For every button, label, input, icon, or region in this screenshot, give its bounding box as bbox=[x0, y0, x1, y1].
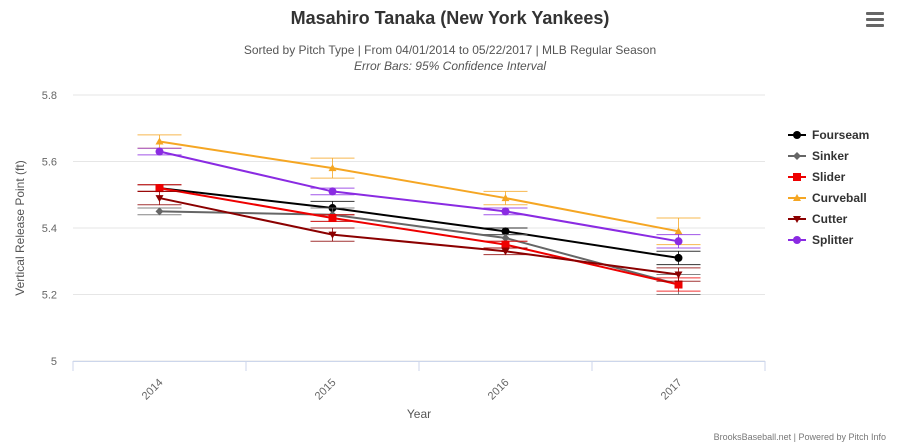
series-line-fourseam bbox=[159, 187, 679, 259]
legend-item-curveball[interactable]: Curveball bbox=[812, 191, 867, 205]
data-point-curveball bbox=[674, 227, 683, 235]
data-point-slider bbox=[674, 280, 683, 289]
data-point-cutter bbox=[155, 195, 164, 203]
series-line-slider bbox=[159, 187, 679, 286]
data-point-curveball bbox=[328, 164, 337, 172]
legend-marker bbox=[793, 236, 801, 244]
data-point-splitter bbox=[328, 187, 337, 196]
legend-marker bbox=[793, 131, 801, 139]
series-line-sinker bbox=[159, 210, 679, 286]
data-point-fourseam bbox=[501, 227, 510, 236]
data-point-splitter bbox=[674, 237, 683, 246]
data-point-curveball bbox=[155, 137, 164, 145]
y-axis-title: Vertical Release Point (ft) bbox=[13, 160, 27, 295]
y-tick-label: 5.8 bbox=[42, 90, 57, 102]
legend-marker bbox=[793, 216, 801, 223]
data-point-splitter bbox=[155, 147, 164, 156]
hamburger-menu-icon[interactable] bbox=[866, 12, 884, 30]
data-point-cutter bbox=[328, 231, 337, 239]
y-tick-label: 5 bbox=[51, 356, 57, 368]
data-point-slider bbox=[155, 184, 164, 193]
legend-item-sinker[interactable]: Sinker bbox=[812, 149, 849, 163]
legend-item-splitter[interactable]: Splitter bbox=[812, 233, 854, 247]
chart-error-bar-note: Error Bars: 95% Confidence Interval bbox=[353, 59, 547, 73]
legend-item-fourseam[interactable]: Fourseam bbox=[812, 128, 869, 142]
x-axis-title: Year bbox=[407, 407, 431, 421]
legend-marker bbox=[793, 194, 801, 201]
data-point-cutter bbox=[501, 248, 510, 256]
x-tick-label: 2017 bbox=[659, 377, 685, 403]
series-line-cutter bbox=[159, 197, 679, 276]
y-tick-label: 5.4 bbox=[42, 223, 57, 235]
x-tick-label: 2014 bbox=[140, 377, 166, 403]
legend-item-cutter[interactable]: Cutter bbox=[812, 212, 848, 226]
chart-title: Masahiro Tanaka (New York Yankees) bbox=[290, 8, 610, 28]
data-point-cutter bbox=[674, 271, 683, 279]
x-tick-label: 2016 bbox=[486, 377, 512, 403]
data-point-fourseam bbox=[674, 253, 683, 262]
chart-subtitle: Sorted by Pitch Type | From 04/01/2014 t… bbox=[243, 43, 657, 57]
y-tick-label: 5.6 bbox=[42, 157, 57, 169]
series-line-curveball bbox=[159, 140, 679, 233]
y-tick-label: 5.2 bbox=[42, 290, 57, 302]
legend-marker bbox=[793, 173, 801, 181]
legend-item-slider[interactable]: Slider bbox=[812, 170, 846, 184]
data-point-splitter bbox=[501, 207, 510, 216]
series-line-splitter bbox=[159, 150, 679, 243]
data-point-curveball bbox=[501, 194, 510, 202]
data-point-sinker bbox=[501, 233, 510, 242]
x-tick-label: 2015 bbox=[313, 377, 339, 403]
data-point-slider bbox=[328, 214, 337, 223]
credit-text[interactable]: BrooksBaseball.net | Powered by Pitch In… bbox=[713, 432, 886, 442]
data-point-slider bbox=[501, 240, 510, 249]
data-point-sinker bbox=[155, 207, 164, 216]
legend-marker bbox=[793, 152, 801, 160]
